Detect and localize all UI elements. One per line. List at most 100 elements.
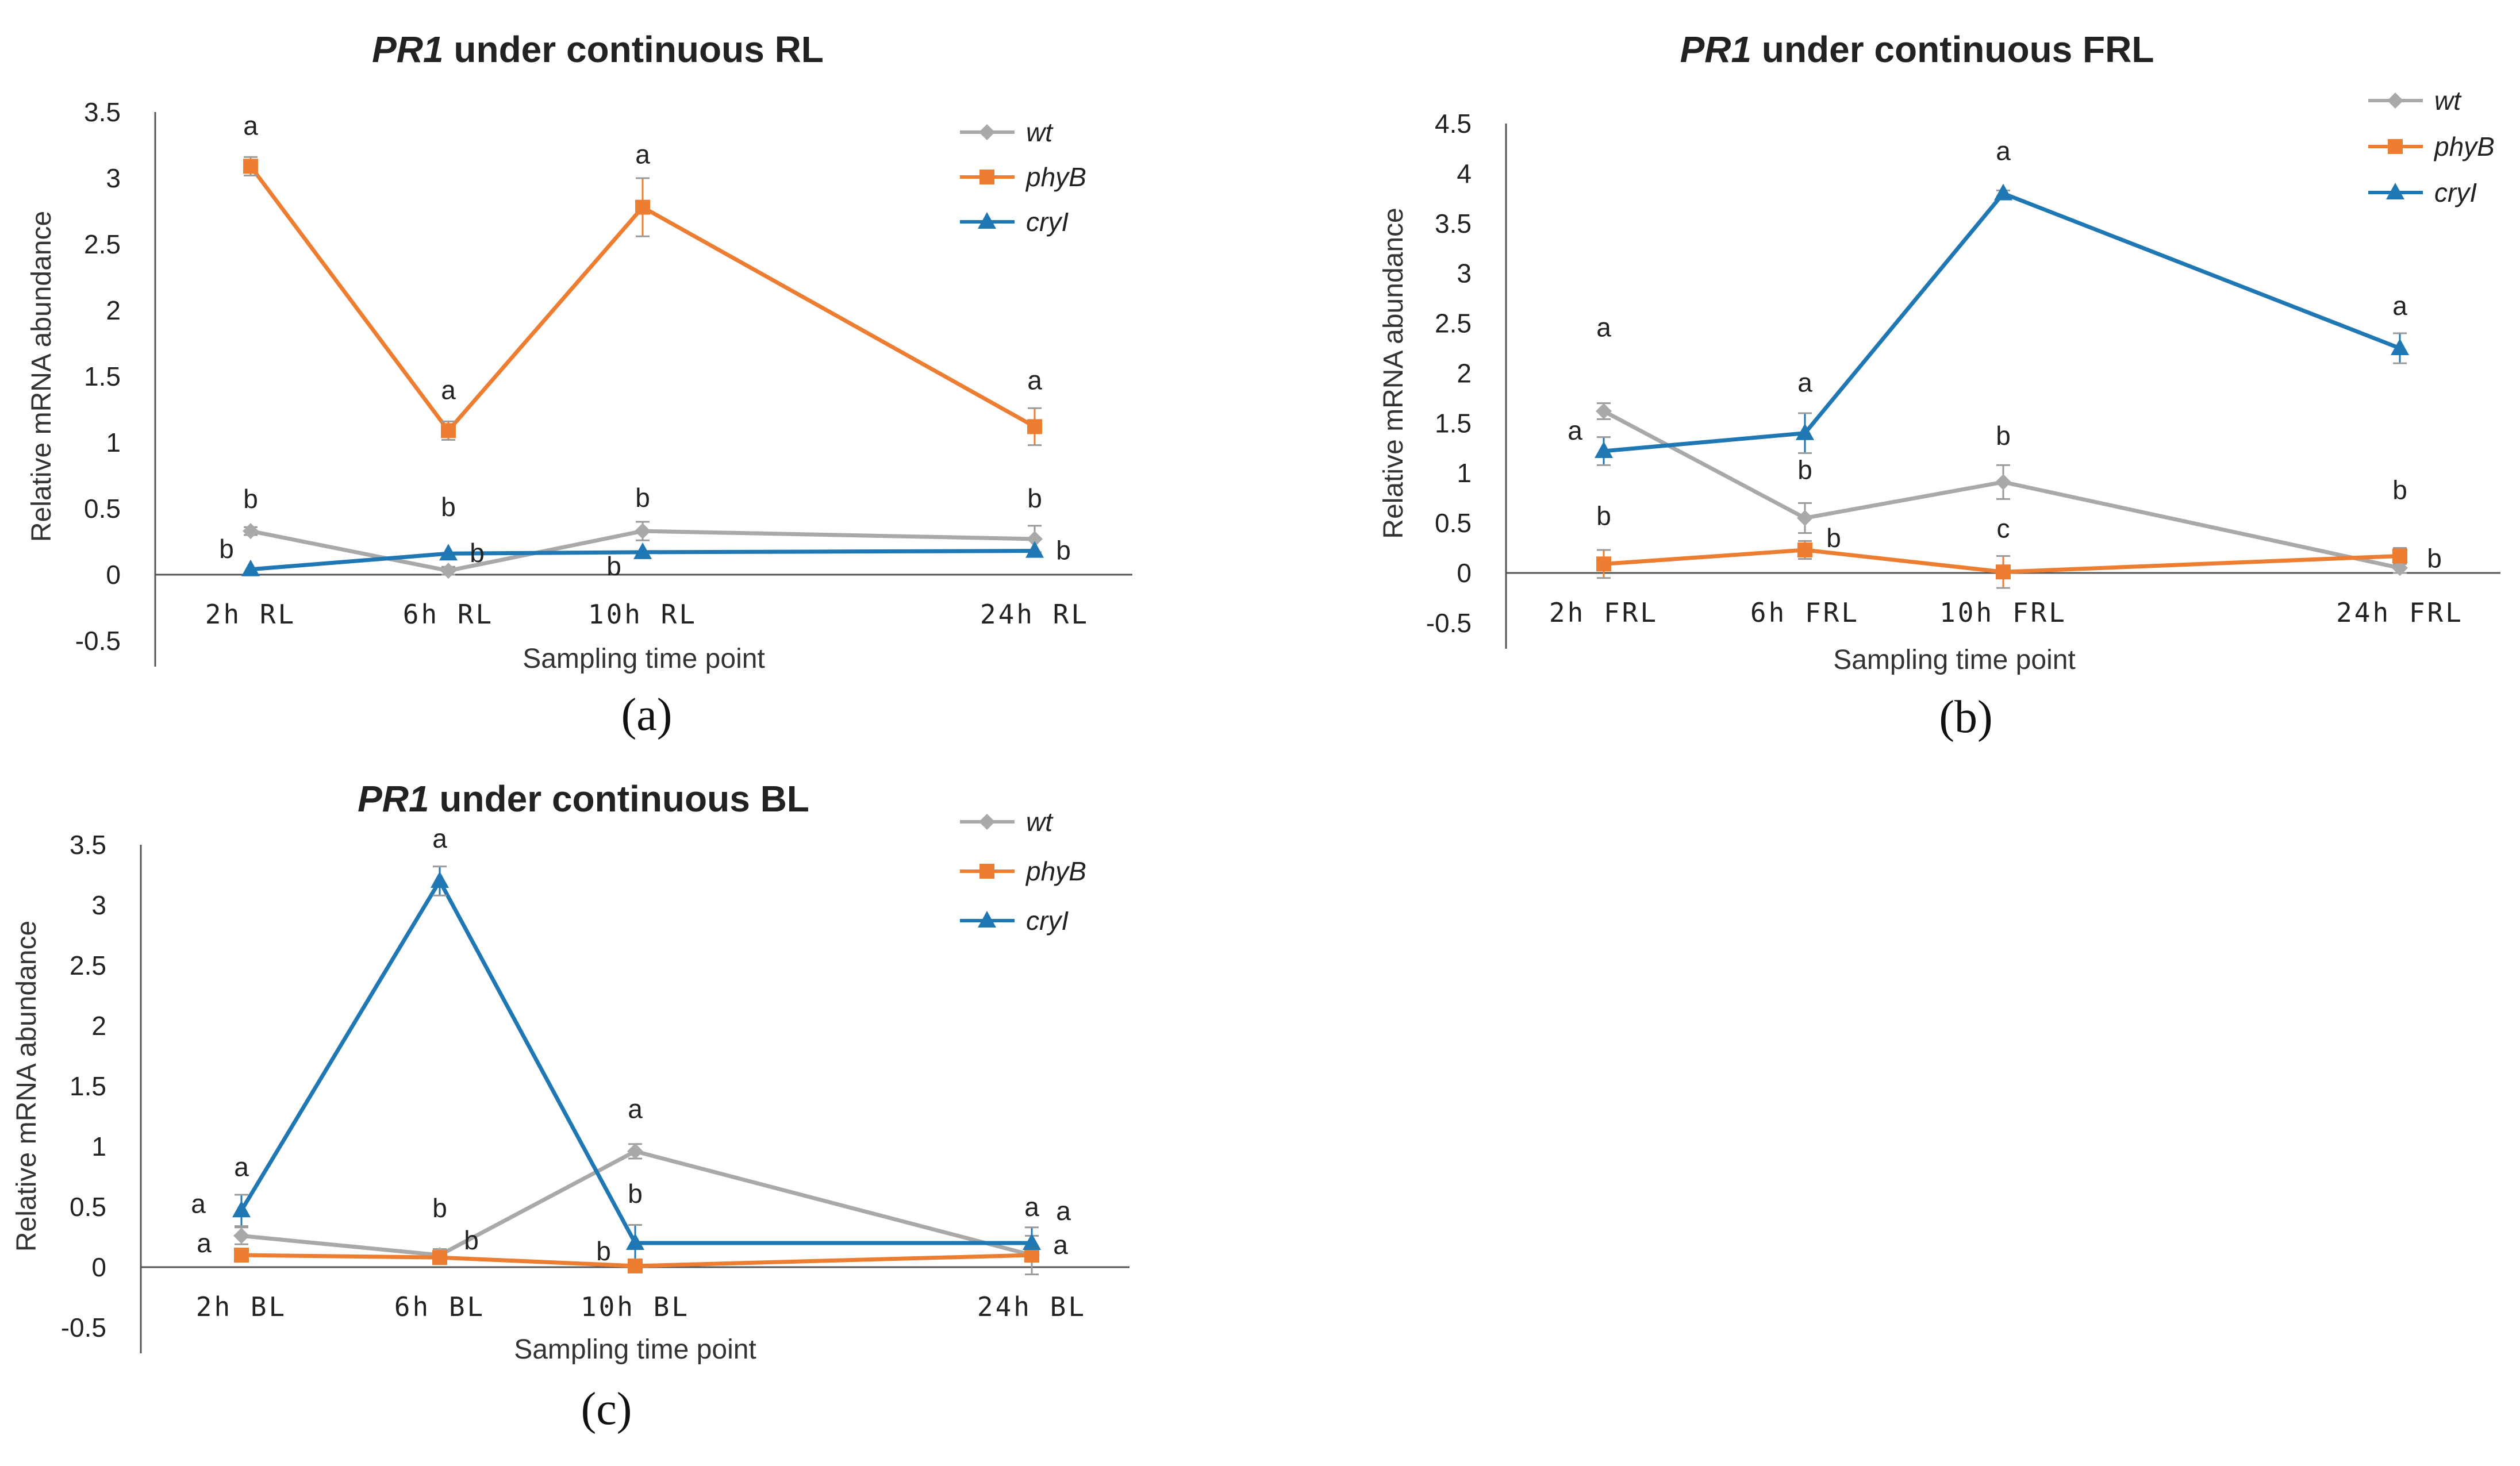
x-tick-label: 24h BL (977, 1291, 1086, 1322)
data-point-cryI (1025, 541, 1044, 558)
data-point-wt (1995, 474, 2011, 490)
x-tick-label: 10h FRL (1939, 597, 2067, 628)
y-tick-label: 3.5 (1435, 209, 1472, 238)
data-point-phyB (441, 423, 456, 438)
data-point-wt (1027, 530, 1043, 547)
chart-panel-1: -0.5 0 0.5 1 1.5 2 2.5 3 3.5 2h RL 6h RL 10h RL 24h … (26, 29, 1132, 740)
legend-label-wt: wt (1026, 117, 1054, 147)
data-point-phyB (243, 159, 258, 174)
data-point-phyB (2392, 548, 2407, 564)
series-line-phyB (1603, 548, 2400, 574)
significance-label: b (628, 1179, 643, 1209)
significance-label: a (1797, 368, 1812, 398)
data-point-cryI (232, 1200, 251, 1218)
chart-title: PR1 under continuous FRL (1680, 29, 2154, 70)
y-tick-label: -0.5 (75, 626, 121, 656)
data-point-cryI (633, 542, 652, 559)
y-tick-label: 1 (91, 1132, 106, 1161)
data-point-phyB (234, 1248, 249, 1263)
data-point-cryI (439, 544, 458, 561)
series-line-cryI (250, 549, 1035, 572)
significance-label: a (432, 824, 447, 853)
title-gene: PR1 (372, 29, 444, 70)
legend-label-wt: wt (1026, 807, 1054, 837)
significance-label: b (1826, 523, 1841, 553)
significance-label: a (635, 140, 650, 170)
significance-label: b (1996, 421, 2011, 451)
data-point-wt (2392, 560, 2408, 576)
y-tick-label: 1 (106, 428, 121, 457)
y-tick-label: 3 (91, 890, 106, 920)
data-point-wt (233, 1228, 249, 1244)
y-tick-label: 2.5 (84, 229, 121, 259)
y-tick-label: 3 (1457, 259, 1472, 288)
significance-label: b (2392, 475, 2407, 505)
y-tick-label: 1.5 (1435, 408, 1472, 438)
significance-label: a (197, 1228, 212, 1258)
significance-label: b (1596, 501, 1611, 530)
legend-label-phyB: phyB (2433, 132, 2495, 161)
y-tick-label: -0.5 (1426, 608, 1472, 638)
panel-label: (a) (621, 690, 673, 740)
significance-label: b (1797, 455, 1812, 484)
x-tick-label: 6h FRL (1750, 597, 1860, 628)
x-tick-label: 6h BL (394, 1291, 485, 1322)
data-point-wt (440, 563, 456, 579)
x-tick-label: 2h FRL (1549, 597, 1658, 628)
x-tick-label: 24h FRL (2336, 597, 2464, 628)
data-point-cryI (241, 559, 260, 576)
data-point-cryI (431, 871, 449, 888)
legend-marker-phyB (979, 864, 994, 879)
title-text: under continuous RL (444, 29, 824, 70)
legend-marker-phyB (2388, 139, 2403, 154)
data-point-phyB (1024, 1248, 1039, 1263)
data-point-wt (1797, 510, 1813, 526)
significance-label: b (219, 534, 234, 564)
series-line-cryI (1603, 191, 2401, 453)
data-point-cryI (1796, 423, 1814, 440)
significance-label: b (464, 1225, 479, 1255)
legend-label-cryI: cryI (1026, 906, 1069, 936)
y-tick-label: 3.5 (84, 97, 121, 127)
significance-label: a (2392, 291, 2407, 321)
legend-label-phyB: phyB (1025, 162, 1086, 192)
data-point-phyB (1996, 564, 2011, 580)
significance-label: a (1056, 1196, 1071, 1226)
data-point-phyB (1027, 419, 1042, 434)
data-point-phyB (432, 1250, 447, 1265)
significance-label: a (628, 1094, 643, 1123)
legend-label-cryI: cryI (1026, 207, 1069, 237)
y-tick-label: 1.5 (84, 361, 121, 391)
significance-label: a (1596, 312, 1611, 342)
legend-label-wt: wt (2434, 86, 2462, 116)
panel-label: (b) (1939, 692, 1992, 742)
legend-marker-wt (979, 814, 995, 830)
chart-title: PR1 under continuous BL (358, 778, 809, 819)
significance-label: a (234, 1152, 249, 1182)
significance-label: b (441, 492, 456, 522)
data-point-phyB (1596, 556, 1611, 572)
x-tick-label: 2h RL (205, 599, 296, 630)
data-point-phyB (628, 1258, 643, 1273)
x-tick-label: 2h BL (196, 1291, 287, 1322)
title-gene: PR1 (1680, 29, 1752, 70)
legend-marker-cryI (978, 911, 996, 928)
y-tick-label: 3.5 (70, 830, 106, 860)
y-tick-label: 0 (106, 560, 121, 590)
x-tick-label: 10h BL (581, 1291, 690, 1322)
significance-label: c (1997, 513, 2010, 543)
significance-label: a (1027, 365, 1042, 395)
y-tick-label: 1 (1457, 458, 1472, 488)
significance-label: b (470, 538, 485, 568)
legend-label-cryI: cryI (2434, 178, 2477, 207)
y-axis-label: Relative mRNA abundance (26, 211, 57, 542)
data-point-cryI (626, 1233, 644, 1250)
significance-label: a (191, 1188, 206, 1218)
y-tick-label: -0.5 (61, 1313, 106, 1342)
data-point-cryI (2391, 338, 2409, 355)
y-tick-label: 1.5 (70, 1071, 106, 1101)
significance-label: b (1027, 483, 1042, 513)
y-tick-label: 4 (1457, 159, 1472, 188)
significance-label: b (432, 1193, 447, 1223)
chart-panel-2: -0.5 0 0.5 1 1.5 2 2.5 3 3.5 4 4.5 2h FRL 6h FRL 10h … (1378, 29, 2500, 742)
